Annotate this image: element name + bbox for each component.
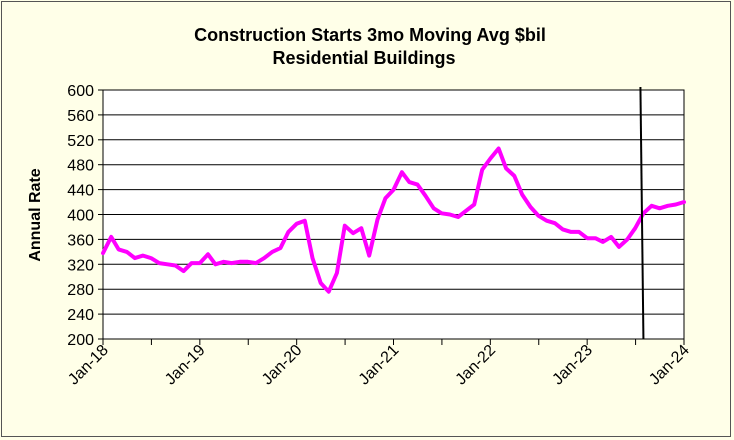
- y-tick-label: 200: [67, 332, 94, 349]
- y-tick-label: 600: [67, 83, 94, 100]
- x-tick-label: Jan-22: [453, 342, 500, 389]
- chart-subtitle: Residential Buildings: [272, 48, 455, 68]
- series-line: [101, 146, 686, 294]
- y-tick-label: 280: [67, 282, 94, 299]
- x-tick-label: Jan-20: [259, 342, 306, 389]
- y-tick-label: 400: [67, 208, 94, 225]
- x-tick-label: Jan-19: [162, 342, 209, 389]
- y-tick-label: 480: [67, 158, 94, 175]
- x-tick-label: Jan-21: [356, 342, 403, 389]
- y-tick-label: 320: [67, 257, 94, 274]
- x-tick-label: Jan-24: [646, 342, 693, 389]
- y-axis-label: Annual Rate: [27, 168, 44, 261]
- chart-title: Construction Starts 3mo Moving Avg $bil: [194, 25, 546, 45]
- y-tick-label: 360: [67, 232, 94, 249]
- y-tick-label: 240: [67, 307, 94, 324]
- y-tick-label: 520: [67, 133, 94, 150]
- y-tick-label: 440: [67, 183, 94, 200]
- y-tick-label: 560: [67, 108, 94, 125]
- x-tick-label: Jan-23: [549, 342, 596, 389]
- vertical-marker-line: [639, 86, 645, 340]
